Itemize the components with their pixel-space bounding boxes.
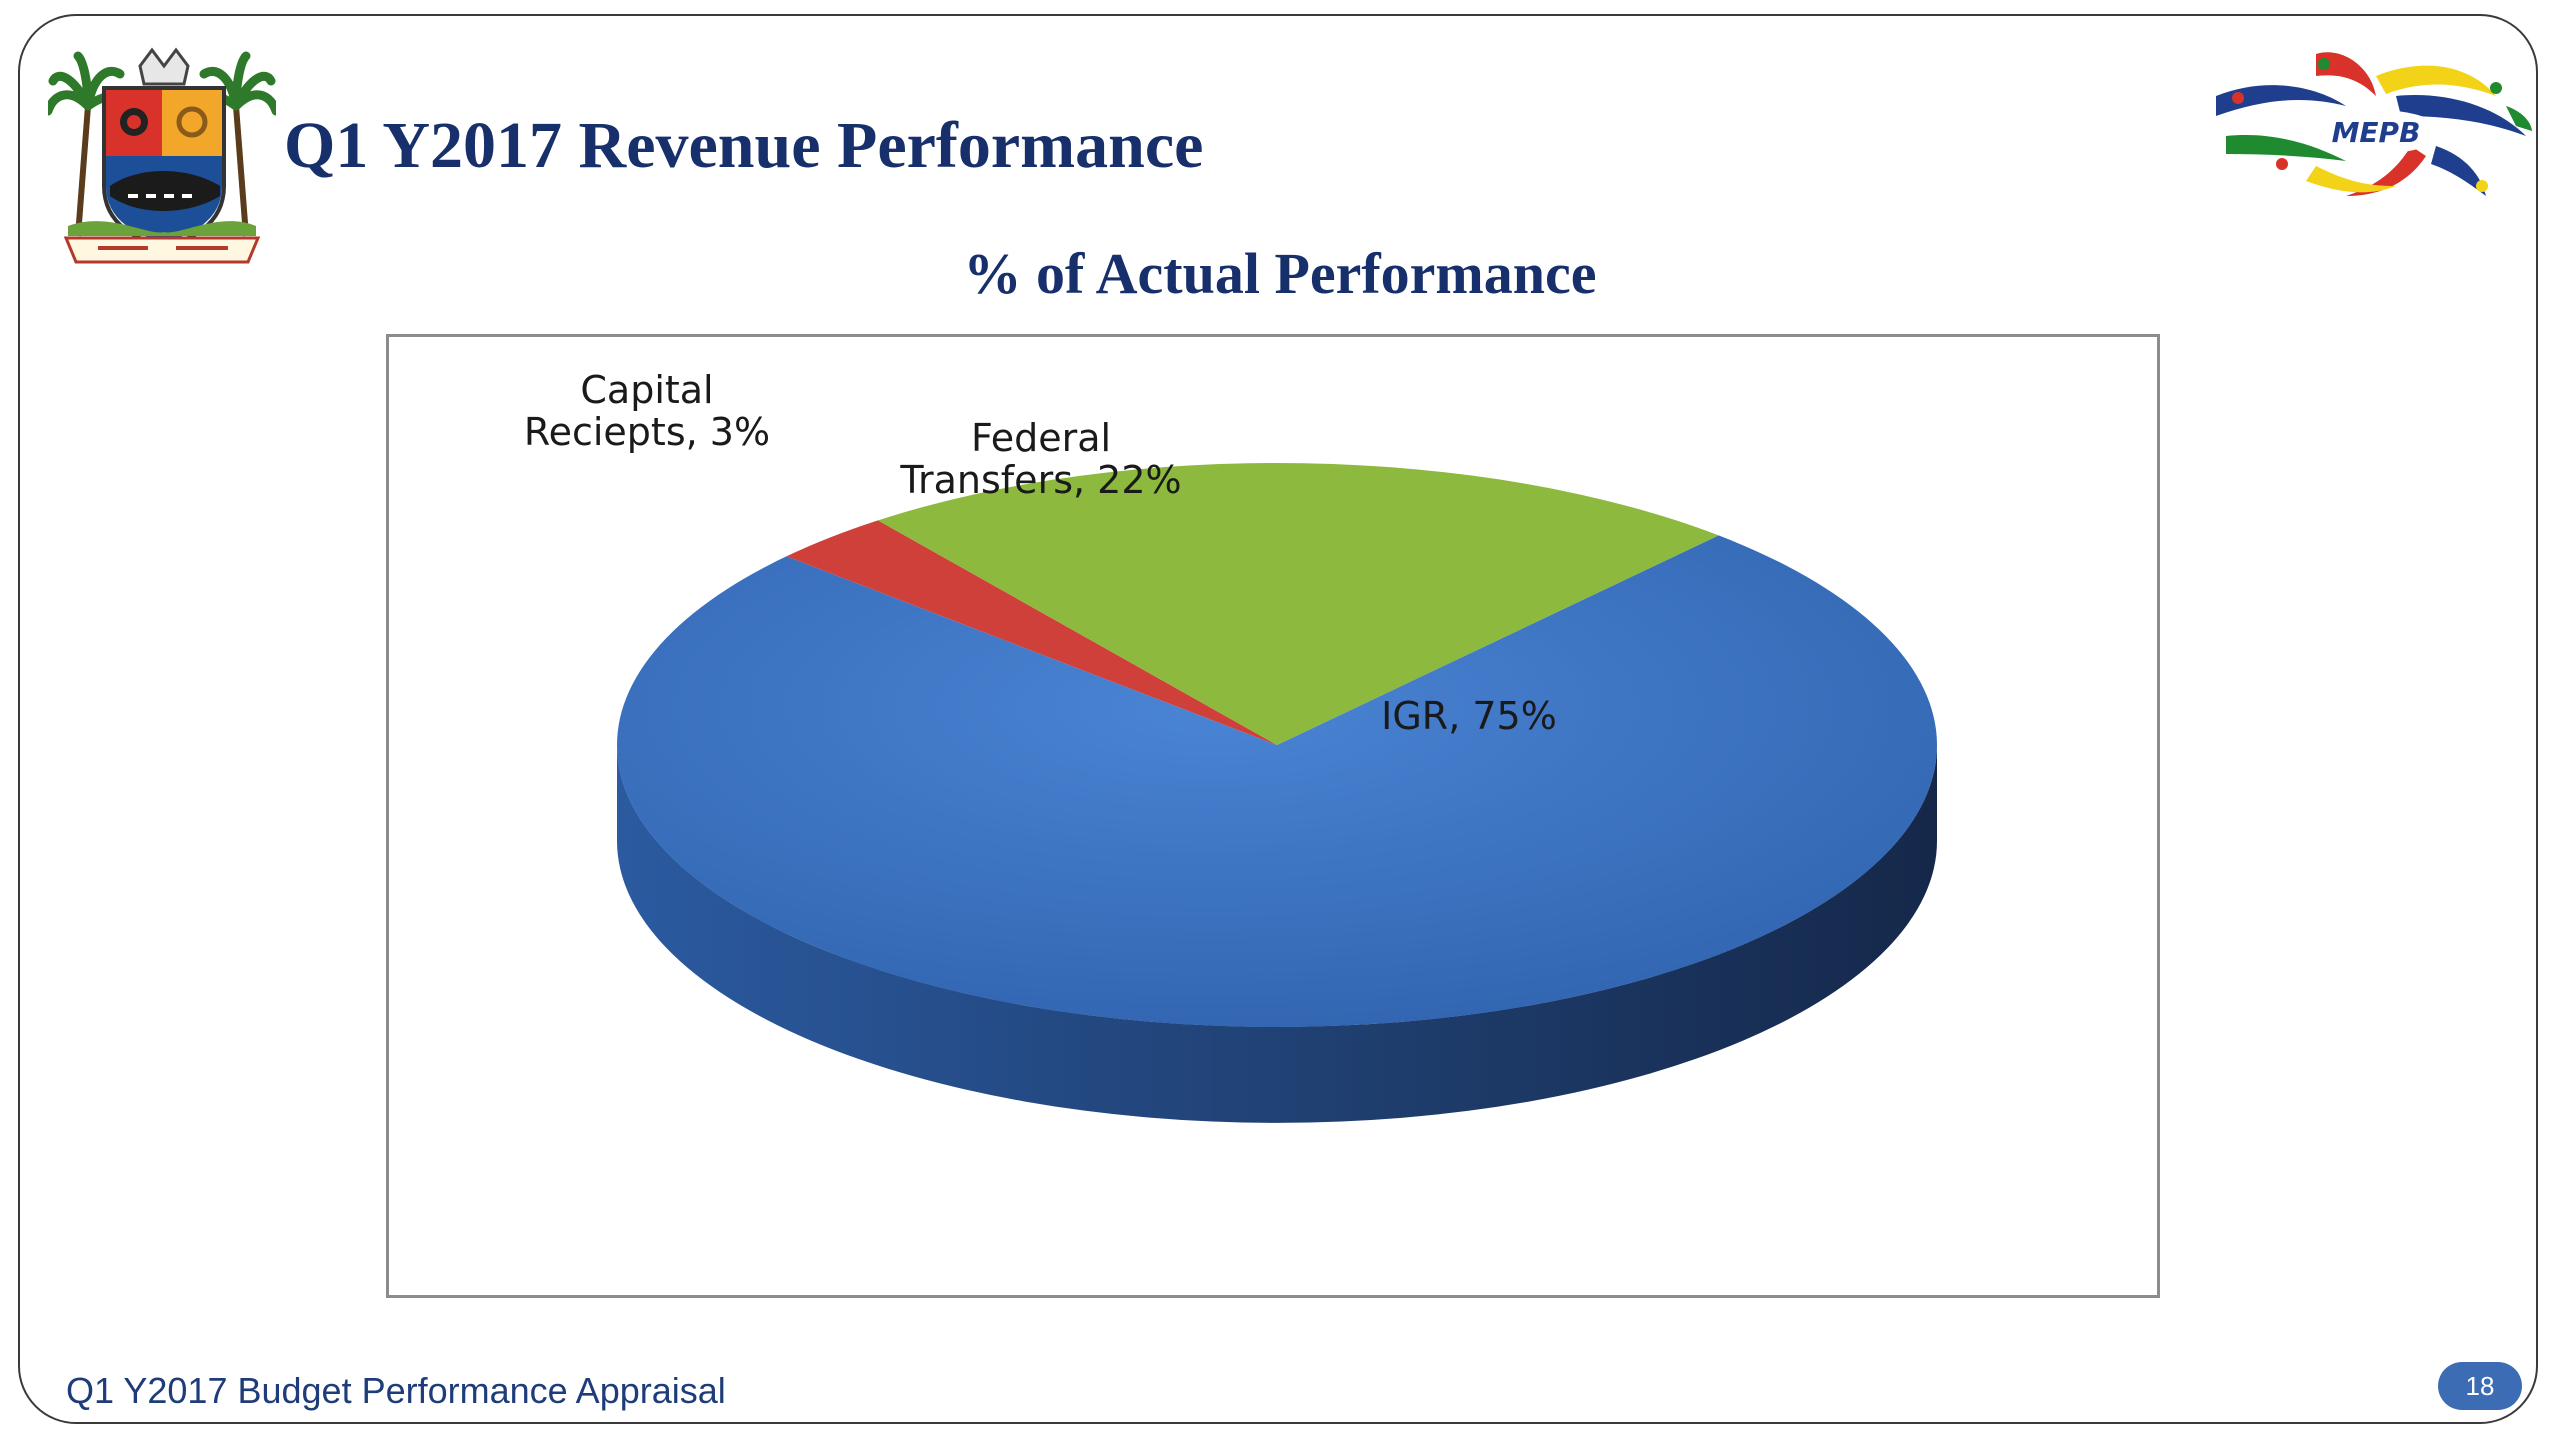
pie-slice-capital-reciepts — [786, 520, 1277, 745]
pie-chart: IGR, 75% Capital Reciepts, 3% Federal Transf… — [524, 368, 1937, 1123]
data-label-federal-transfers: Federal Transfers, 22% — [899, 416, 1181, 502]
chart-title: % of Actual Performance — [963, 241, 1597, 306]
pie-slice-igr — [616, 535, 1937, 1027]
data-label-igr: IGR, 75% — [1381, 694, 1557, 738]
mepb-logo: MEPB — [2216, 52, 2532, 196]
footer-text: Q1 Y2017 Budget Performance Appraisal — [66, 1370, 726, 1411]
data-label-capital-reciepts: Capital Reciepts, 3% — [524, 368, 770, 454]
slide-title: Q1 Y2017 Revenue Performance — [284, 109, 1204, 182]
pie-slice-federal-transfers — [877, 463, 1719, 745]
page-number-badge: 18 — [2438, 1362, 2522, 1410]
svg-text:MEPB: MEPB — [2332, 116, 2421, 149]
chart-plot-area: IGR, 75% Capital Reciepts, 3% Federal Transf… — [386, 334, 2160, 1298]
state-crest-logo — [48, 47, 276, 264]
pie-side-igr — [617, 745, 1937, 1123]
